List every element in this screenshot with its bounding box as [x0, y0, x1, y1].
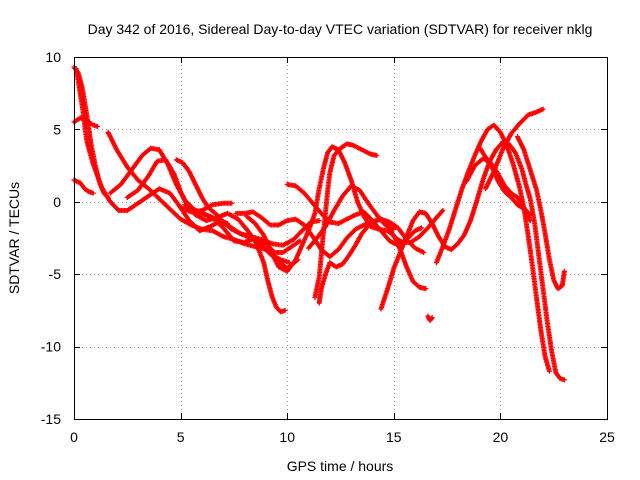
- data-point-marker: [527, 218, 533, 224]
- series-track-21: [476, 144, 533, 224]
- series-track-10: [182, 202, 288, 315]
- data-point-marker: [90, 190, 96, 196]
- data-point-marker: [540, 106, 546, 112]
- data-points: [71, 64, 567, 383]
- data-point-marker: [421, 249, 427, 255]
- x-tick-label: 20: [493, 429, 509, 445]
- series-track-14: [312, 141, 380, 300]
- series-track-19: [433, 122, 552, 374]
- y-tick-label: -10: [41, 339, 61, 355]
- data-point-marker: [94, 124, 100, 130]
- y-tick-label: 10: [45, 49, 61, 65]
- y-tick-label: -5: [49, 266, 62, 282]
- series-track-7: [124, 157, 292, 266]
- x-tick-label: 10: [279, 429, 295, 445]
- data-point-marker: [229, 200, 235, 206]
- data-point-marker: [561, 377, 567, 383]
- y-tick-label: 5: [53, 121, 61, 137]
- data-point-marker: [419, 225, 425, 231]
- y-axis-label: SDTVAR / TECUs: [6, 182, 22, 294]
- series-track-3: [71, 177, 96, 196]
- data-point-marker: [423, 286, 429, 292]
- data-point-marker: [316, 218, 322, 224]
- chart-title: Day 342 of 2016, Sidereal Day-to-day VTE…: [88, 21, 593, 37]
- series-track-16: [306, 183, 397, 251]
- data-point-marker: [546, 368, 552, 374]
- data-point-marker: [561, 268, 567, 274]
- y-tick-label: 0: [53, 194, 61, 210]
- x-tick-label: 5: [177, 429, 185, 445]
- series-track-22: [482, 106, 546, 192]
- x-tick-label: 0: [70, 429, 78, 445]
- x-axis-label: GPS time / hours: [287, 458, 394, 474]
- series-track-8: [173, 157, 322, 248]
- series-track-23: [514, 134, 567, 292]
- series-track-17: [378, 139, 567, 383]
- x-tick-label: 15: [386, 429, 402, 445]
- plot-frame: [74, 57, 608, 420]
- data-point-marker: [282, 307, 288, 313]
- data-point-marker: [429, 315, 435, 321]
- data-point-marker: [286, 260, 292, 266]
- y-tick-label: -15: [41, 411, 61, 427]
- data-point-marker: [391, 226, 397, 232]
- series-track-15: [316, 207, 446, 306]
- x-tick-label: 25: [599, 429, 615, 445]
- data-point-marker: [374, 152, 380, 158]
- data-point-marker: [428, 316, 434, 322]
- data-point-marker: [440, 207, 446, 213]
- series-track-18: [425, 313, 435, 324]
